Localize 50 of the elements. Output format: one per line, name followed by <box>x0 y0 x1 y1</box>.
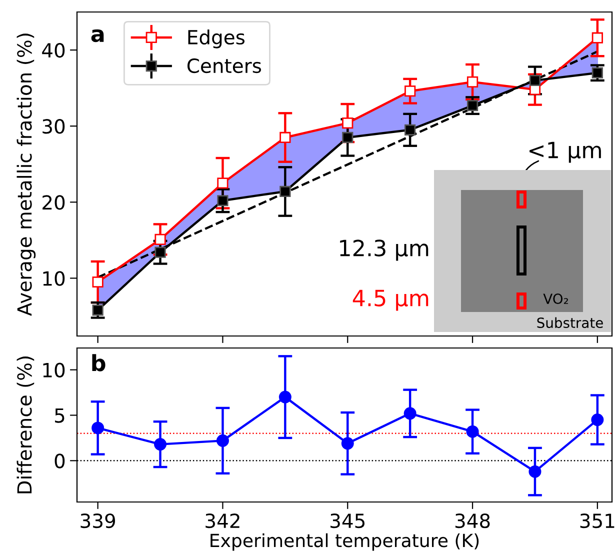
y-tick-label: 5 <box>55 408 64 423</box>
x-tick-label: 345 <box>330 513 364 528</box>
point <box>92 276 104 288</box>
y-tick-label: 40 <box>42 42 65 58</box>
y-tick-label: 10 <box>43 271 65 286</box>
annotation: 12.3 μm <box>340 240 428 261</box>
y-axis-title: Difference (%) <box>16 356 34 494</box>
point <box>216 434 229 447</box>
point <box>529 74 541 86</box>
point <box>154 438 167 451</box>
annotation: Substrate <box>537 317 603 328</box>
point <box>217 178 228 189</box>
point <box>404 86 416 97</box>
point <box>280 132 291 144</box>
point <box>278 390 292 404</box>
point <box>466 100 478 112</box>
x-tick-label: 348 <box>455 513 490 528</box>
point <box>217 195 228 206</box>
point <box>342 132 354 144</box>
chart-title: b <box>92 354 106 372</box>
point <box>528 465 542 478</box>
point <box>404 124 416 136</box>
x-tick-label: 342 <box>206 513 240 528</box>
x-axis-title: Experimental temperature (K) <box>210 533 479 551</box>
y-tick-label: 20 <box>42 195 65 210</box>
point <box>404 407 416 420</box>
y-tick-label: 0 <box>54 454 65 468</box>
x-tick-label: 351 <box>580 513 614 528</box>
point <box>280 186 291 198</box>
point <box>154 246 166 258</box>
annotation: <1 μm <box>530 142 601 163</box>
x-tick-label: 339 <box>80 513 116 528</box>
point <box>92 422 104 434</box>
y-axis-title: Average metallic fraction (%) <box>16 34 36 316</box>
annotation: VO₂ <box>543 294 568 304</box>
point <box>92 304 104 316</box>
point <box>341 437 354 450</box>
legend-label: Centers <box>187 58 262 74</box>
point <box>466 425 479 438</box>
point <box>592 67 603 78</box>
point <box>466 76 478 88</box>
point <box>342 117 354 129</box>
point <box>591 414 604 426</box>
text: a <box>91 29 104 42</box>
annotation: 4.5 μm <box>352 290 428 311</box>
legend-label: Edges <box>188 30 245 48</box>
y-tick-label: 30 <box>42 119 65 134</box>
y-tick-label: 10 <box>43 362 65 378</box>
point <box>154 234 166 245</box>
point <box>592 32 603 44</box>
